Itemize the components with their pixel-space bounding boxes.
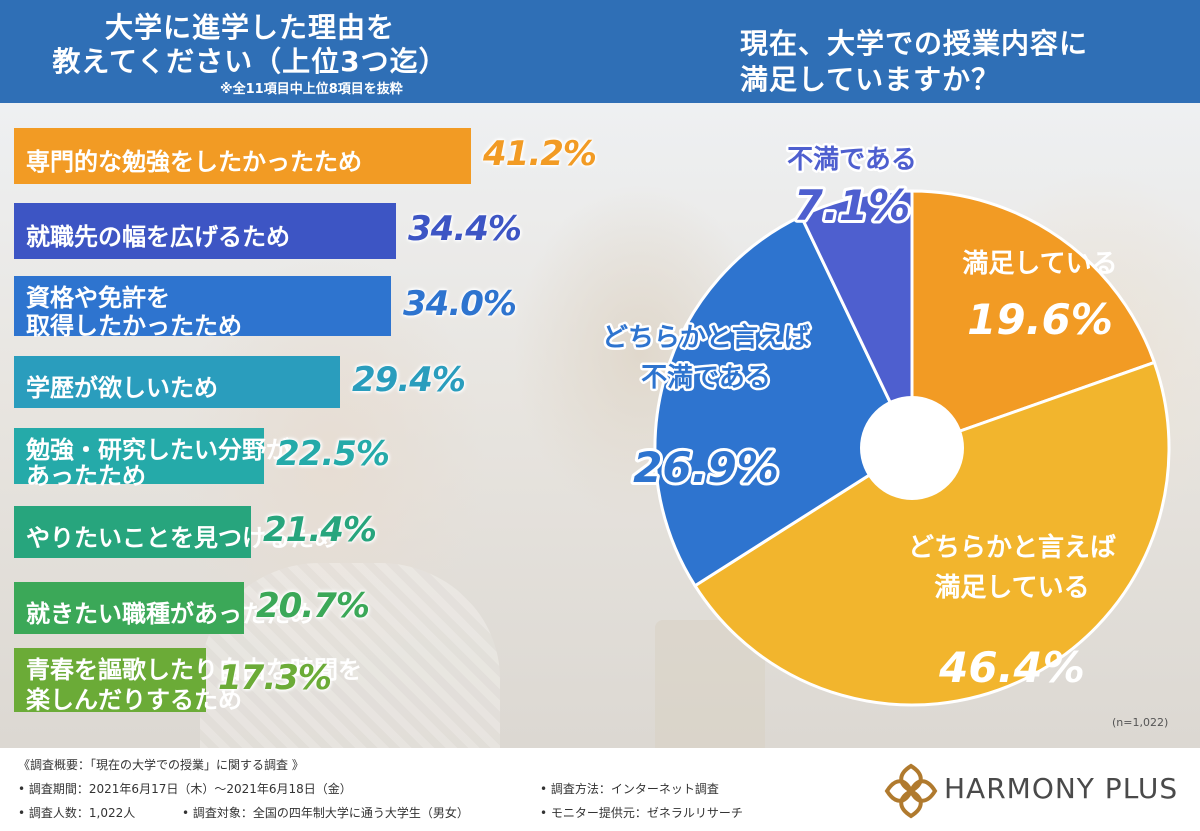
bar-label: やりたいことを見つけるため [26,524,338,552]
bar-label: 学歴が欲しいため [26,374,218,402]
bar-value-label: 22.5% [276,434,390,474]
survey-method: • 調査方法：インターネット調査 [540,782,719,796]
bar-7: 就きたい職種があったため [14,582,314,634]
sample-size-note: (n=1,022) [1112,716,1169,729]
harmony-plus-logo-text: HARMONY PLUS [944,772,1179,805]
bar-5: 勉強・研究したい分野が あったため [14,428,290,490]
bar-label: 就きたい職種があったため [26,600,314,628]
bar-8: 青春を謳歌したり自由な時間を 楽しんだりするため [14,648,362,714]
bar-chart-heading: 大学に進学した理由を 教えてください（上位3つ迄） ※全11項目中上位8項目を抜… [0,0,520,103]
bar-value-label: 34.0% [403,284,517,324]
harmony-plus-logo-icon [884,763,938,819]
bar-label: あったため [26,462,146,490]
bar-1: 専門的な勉強をしたかったため [14,128,471,184]
bar-label: 資格や免許を [26,284,170,312]
bar-chart-title-line2: 教えてください（上位3つ迄） [52,45,448,78]
survey-period: • 調査期間：2021年6月17日（木）～2021年6月18日（金） [18,782,352,796]
survey-count: • 調査人数：1,022人 [18,806,136,820]
bar-chart-title-line1: 大学に進学した理由を [104,11,395,44]
bar-4: 学歴が欲しいため [14,356,340,408]
pie-chart-heading: 現在、大学での授業内容に 満足していますか？ [700,0,1180,103]
bar-value-label: 41.2% [483,134,597,174]
header-band: 大学に進学した理由を 教えてください（上位3つ迄） ※全11項目中上位8項目を抜… [0,0,1200,103]
background-cup [655,620,765,750]
bar-6: やりたいことを見つけるため [14,506,338,558]
bar-value-label: 17.3% [218,658,332,698]
survey-summary: 《調査概要：「現在の大学での授業」に関する調査 》 [18,758,304,772]
bar-value-label: 29.4% [352,360,466,400]
footer: 《調査概要：「現在の大学での授業」に関する調査 》 • 調査期間：2021年6月… [0,748,1200,831]
survey-target: • 調査対象：全国の四年制大学に通う大学生（男女） [182,806,469,820]
bar-label: 就職先の幅を広げるため [26,223,290,251]
bar-label: 取得したかったため [26,312,242,340]
survey-provider: • モニター提供元：ゼネラルリサーチ [540,806,743,820]
bar-label: 専門的な勉強をしたかったため [26,148,362,176]
bar-label: 青春を謳歌したり自由な時間を [26,656,362,684]
pie-chart-title-line1: 現在、大学での授業内容に [740,27,1089,60]
pie-chart-title-line2: 満足していますか？ [740,63,1001,96]
bar-3: 資格や免許を 取得したかったため [14,276,391,340]
bar-label: 楽しんだりするため [26,686,242,714]
bar-chart-note: ※全11項目中上位8項目を抜粋 [220,82,403,97]
bar-label: 勉強・研究したい分野が [26,436,290,464]
bar-2: 就職先の幅を広げるため [14,203,396,259]
bar-value-label: 21.4% [263,510,377,550]
bar-value-label: 20.7% [256,586,370,626]
bar-value-label: 34.4% [408,209,522,249]
